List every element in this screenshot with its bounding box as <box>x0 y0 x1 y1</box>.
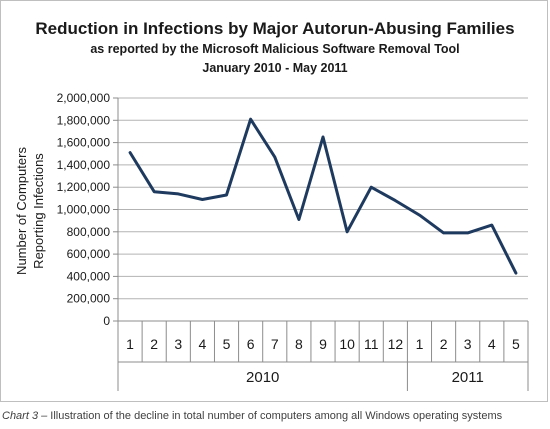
y-tick-label: 0 <box>103 314 110 328</box>
y-tick-label: 400,000 <box>67 269 111 283</box>
data-point <box>273 155 276 159</box>
data-point <box>418 213 421 217</box>
chart-frame: Reduction in Infections by Major Autorun… <box>0 0 548 402</box>
x-category-label: 6 <box>247 336 255 352</box>
x-category-label: 2 <box>440 336 448 352</box>
x-category-label: 5 <box>223 336 231 352</box>
year-group-label: 2011 <box>452 369 484 386</box>
caption-lead: Chart 3 – <box>2 410 48 422</box>
x-category-label: 3 <box>464 336 472 352</box>
data-point <box>394 199 397 202</box>
x-category-label: 1 <box>416 336 424 352</box>
chart-subtitle-2: January 2010 - May 2011 <box>202 61 347 75</box>
y-tick-label: 800,000 <box>67 225 111 239</box>
data-point <box>201 198 204 201</box>
chart-subtitle-1: as reported by the Microsoft Malicious S… <box>90 42 459 56</box>
y-axis-label-2: Reporting Infections <box>31 153 46 269</box>
line-chart: Reduction in Infections by Major Autorun… <box>14 19 529 391</box>
data-point <box>225 193 228 197</box>
data-point <box>490 223 494 227</box>
data-point <box>249 117 252 121</box>
x-category-label: 4 <box>488 336 496 352</box>
figure-caption: Chart 3 – Illustration of the decline in… <box>2 410 548 422</box>
data-point <box>442 231 445 235</box>
x-category-label: 9 <box>319 336 327 352</box>
y-tick-label: 1,400,000 <box>57 158 111 172</box>
year-group-label: 2010 <box>246 369 279 386</box>
chart-title: Reduction in Infections by Major Autorun… <box>35 19 514 38</box>
data-point <box>297 218 301 221</box>
x-category-label: 2 <box>150 336 158 352</box>
data-point <box>128 151 132 154</box>
data-point <box>466 231 469 235</box>
y-axis-label-1: Number of Computers <box>14 147 29 275</box>
x-category-label: 1 <box>126 336 134 352</box>
gridlines <box>118 97 528 300</box>
series-line <box>128 117 518 275</box>
data-point <box>321 135 325 139</box>
y-tick-label: 600,000 <box>67 247 111 261</box>
caption-text: Illustration of the decline in total num… <box>47 410 503 422</box>
axes <box>113 97 529 391</box>
data-point <box>152 190 156 193</box>
y-tick-label: 1,600,000 <box>57 136 111 150</box>
x-category-label: 3 <box>174 336 182 352</box>
y-tick-label: 1,800,000 <box>57 113 111 127</box>
data-point <box>345 230 349 233</box>
y-tick-label: 2,000,000 <box>57 91 111 105</box>
x-category-label: 10 <box>339 336 355 352</box>
data-point <box>177 192 180 196</box>
y-tick-label: 1,200,000 <box>57 180 111 194</box>
x-category-label: 11 <box>364 336 379 352</box>
x-category-label: 8 <box>295 336 303 352</box>
x-category-label: 5 <box>512 336 520 352</box>
y-tick-label: 200,000 <box>67 292 111 306</box>
data-point <box>370 186 373 189</box>
data-point <box>514 271 518 275</box>
x-category-label: 7 <box>271 336 279 352</box>
y-tick-label: 1,000,000 <box>57 203 111 217</box>
x-category-label: 4 <box>199 336 207 352</box>
y-tick-labels: 0 200,000 400,000 600,000 800,000 1,000,000 1,… <box>57 91 111 328</box>
x-category-label: 12 <box>388 336 404 352</box>
